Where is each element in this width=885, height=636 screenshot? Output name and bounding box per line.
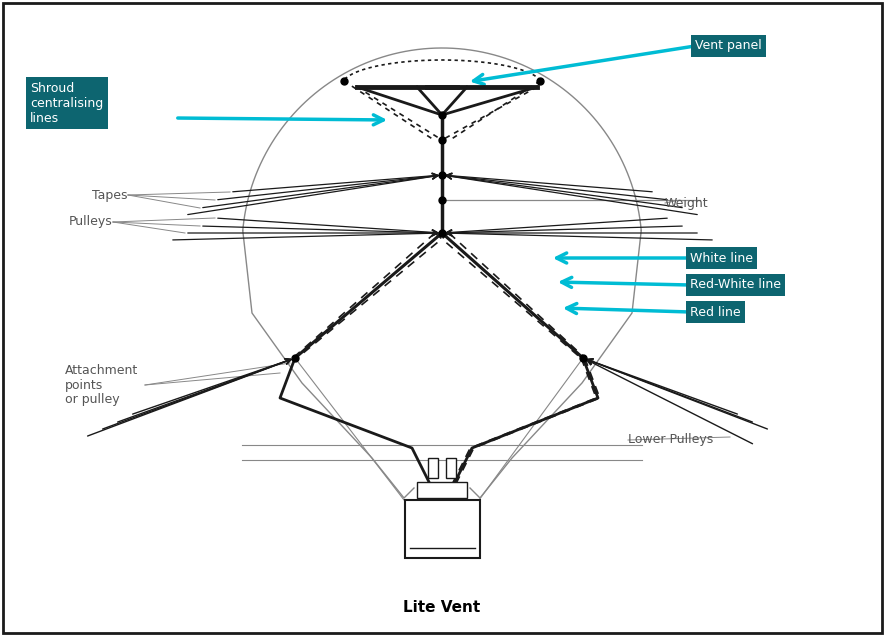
Text: Tapes: Tapes	[93, 188, 128, 202]
Text: Lower Pulleys: Lower Pulleys	[628, 434, 713, 446]
Bar	[405, 500, 480, 558]
Text: Vent panel: Vent panel	[695, 39, 762, 53]
Text: Shroud
centralising
lines: Shroud centralising lines	[30, 81, 104, 125]
Text: Red line: Red line	[690, 305, 741, 319]
Text: Lite Vent: Lite Vent	[404, 600, 481, 616]
Text: Attachment
points
or pulley: Attachment points or pulley	[65, 364, 138, 406]
Text: Weight: Weight	[665, 197, 709, 209]
Text: Pulleys: Pulleys	[69, 216, 113, 228]
Bar	[446, 458, 456, 478]
Text: White line: White line	[690, 251, 753, 265]
Bar	[417, 482, 467, 498]
Bar	[428, 458, 438, 478]
Text: Red-White line: Red-White line	[690, 279, 781, 291]
